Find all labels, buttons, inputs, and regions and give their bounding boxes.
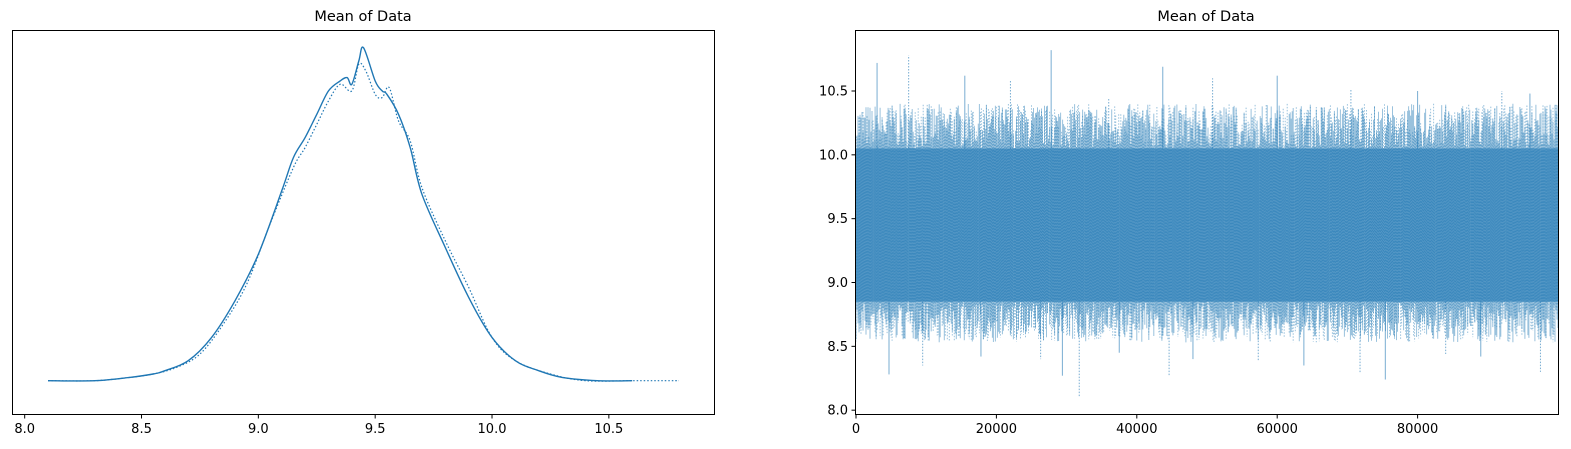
density-x-tick-label: 10.5 (594, 422, 623, 437)
density-x-tick-label: 9.5 (365, 422, 386, 437)
density-panel-title: Mean of Data (314, 9, 411, 25)
density-x-tick-label: 10.0 (478, 422, 507, 437)
density-x-tick-label: 9.0 (248, 422, 269, 437)
density-x-tick-label: 8.5 (131, 422, 152, 437)
trace-series (855, 50, 1559, 398)
trace-x-tick-label: 40000 (1116, 422, 1157, 437)
trace-dense-band (856, 148, 1558, 302)
density-x-axis: 8.0 8.5 9.0 9.5 10.0 10.5 (14, 414, 623, 437)
density-plot-frame (12, 30, 715, 415)
density-chain-2-line (47, 62, 679, 382)
density-chain-1-line (47, 46, 633, 382)
trace-y-tick-label: 10.5 (819, 85, 848, 100)
density-panel: Mean of Data 8.0 8.5 9.0 9.5 10.0 10.5 (12, 9, 715, 437)
trace-y-tick-label: 9.0 (827, 276, 848, 291)
trace-y-tick-label: 8.0 (827, 404, 848, 419)
trace-panel: Mean of Data 0 20000 40000 60000 80000 8.08.… (819, 9, 1559, 437)
trace-y-axis: 8.0 8.5 9.0 9.5 10.0 10.5 (819, 85, 856, 419)
trace-y-tick-label: 8.5 (827, 340, 848, 355)
trace-y-tick-label: 10.0 (819, 148, 848, 163)
trace-x-tick-label: 20000 (976, 422, 1017, 437)
trace-x-axis: 0 20000 40000 60000 80000 (852, 414, 1438, 437)
trace-x-tick-label: 80000 (1397, 422, 1438, 437)
trace-x-tick-label: 0 (852, 422, 860, 437)
density-x-tick-label: 8.0 (14, 422, 35, 437)
trace-y-tick-label: 9.5 (827, 212, 848, 227)
trace-plot-frame (855, 30, 1559, 415)
trace-panel-title: Mean of Data (1157, 9, 1254, 25)
density-curves (47, 46, 679, 382)
trace-x-tick-label: 60000 (1257, 422, 1298, 437)
